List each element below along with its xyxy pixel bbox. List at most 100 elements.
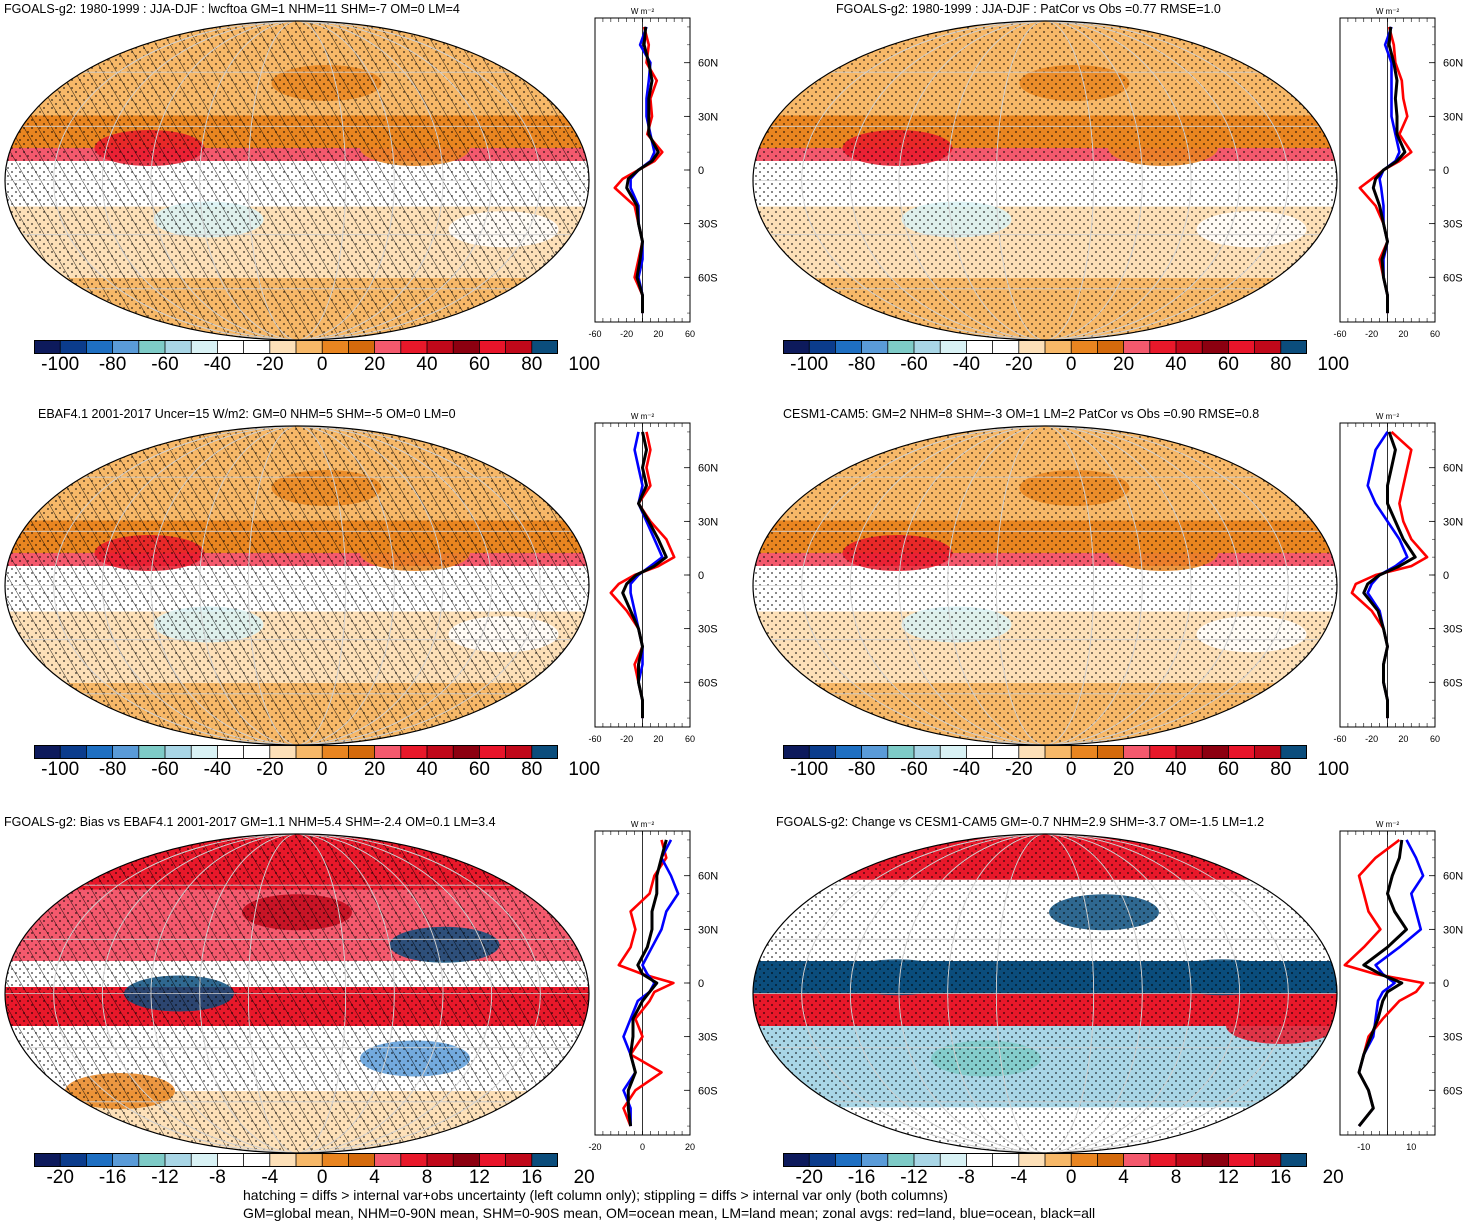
zonal-x-tick-label: 0 (640, 1142, 645, 1152)
colorbar-tick-label: 12 (468, 1167, 490, 1188)
colorbar-swatch (1045, 340, 1072, 354)
zonal-unit-label: W m⁻² (1376, 820, 1400, 829)
colorbar-tick-label: 60 (468, 354, 490, 375)
graticule-lon (898, 21, 1192, 340)
zonal-lat-label: 60N (698, 463, 718, 475)
colorbar-swatch (1176, 1153, 1203, 1167)
graticule-lon (801, 21, 1289, 340)
colorbar-swatch (914, 1153, 941, 1167)
graticule-lon (947, 426, 1143, 745)
graticule-lon (199, 21, 395, 340)
colorbar-swatch (374, 745, 402, 759)
colorbar-tick-label: 12 (1217, 1167, 1239, 1188)
panel-4-map (752, 425, 1338, 746)
colorbar-tick-label: -60 (151, 759, 179, 780)
colorbar-swatch (296, 745, 323, 759)
colorbar-tick-label: 20 (1113, 354, 1135, 375)
colorbar-swatch (914, 340, 941, 354)
colorbar-tick-label: 0 (316, 759, 328, 780)
colorbar-tick-label: -20 (795, 1167, 823, 1188)
graticule-lon (801, 834, 1289, 1153)
zonal-lat-label: 30S (698, 219, 718, 231)
colorbar-swatch (165, 340, 192, 354)
colorbar-swatch (348, 1153, 375, 1167)
colorbar-swatch (1123, 340, 1151, 354)
colorbar-swatch (112, 1153, 140, 1167)
colorbar-tick-label: -4 (1010, 1167, 1028, 1188)
colorbar-swatch (60, 745, 87, 759)
graticule-lon (849, 426, 1241, 745)
zonal-lat-label: 0 (698, 978, 704, 990)
zonal-series-black (1362, 431, 1417, 719)
colorbar-tick-label: 40 (1165, 759, 1187, 780)
zonal-lat-label: 60S (1443, 677, 1463, 689)
colorbar-tick-label: -8 (208, 1167, 226, 1188)
panel-6-zonal-plot: W m⁻² -10 10 60N 30N 0 30S 60S (1339, 820, 1463, 1152)
graticule-lon (199, 834, 395, 1153)
colorbar-swatch (348, 340, 375, 354)
colorbar-swatch (1018, 1153, 1046, 1167)
colorbar-swatch (809, 340, 836, 354)
colorbar-swatch (1071, 745, 1098, 759)
zonal-x-tick-label: -60 (588, 734, 601, 744)
colorbar-swatch (86, 340, 113, 354)
zonal-lat-label: 30N (698, 111, 718, 123)
colorbar-tick-label: 0 (1065, 759, 1077, 780)
panel-1-zonal-plot: W m⁻² -60 -20 20 60 60N 30N 0 30S 60S (588, 7, 718, 339)
colorbar-swatch (243, 1153, 271, 1167)
zonal-series-red (617, 839, 675, 1127)
zonal-lat-label: 30N (1443, 111, 1463, 123)
colorbar-swatch (1176, 340, 1203, 354)
zonal-lat-label: 30N (1443, 924, 1463, 936)
zonal-x-tick-label: 60 (685, 734, 695, 744)
panel-2-zonal-plot: W m⁻² -60 -20 20 60 60N 30N 0 30S 60S (1333, 7, 1463, 339)
colorbar-swatch (86, 745, 113, 759)
colorbar-tick-label: -40 (952, 759, 981, 780)
colorbar-tick-label: 100 (568, 354, 601, 375)
colorbar-swatch (531, 745, 558, 759)
colorbar-swatch (505, 745, 533, 759)
zonal-x-tick-label: 60 (1430, 734, 1440, 744)
graticule-lon (849, 21, 1241, 340)
colorbar-tick-label: -100 (790, 759, 829, 780)
graticule-lon (101, 21, 493, 340)
colorbar-swatch (191, 745, 218, 759)
zonal-x-tick-label: 60 (1430, 329, 1440, 339)
colorbar-swatch (479, 745, 506, 759)
colorbar-swatch (138, 1153, 166, 1167)
colorbar-tick-label: 0 (316, 354, 328, 375)
colorbar-tick-label: 20 (1322, 1167, 1344, 1188)
colorbar-swatch (1202, 340, 1229, 354)
colorbar-swatch (453, 340, 480, 354)
colorbar-tick-label: -4 (261, 1167, 279, 1188)
colorbar-swatch (1254, 340, 1282, 354)
colorbar-swatch (34, 340, 61, 354)
zonal-lat-label: 30S (698, 1032, 718, 1044)
colorbar-swatch (1071, 340, 1098, 354)
colorbar-tick-label: -60 (900, 759, 928, 780)
panel-3-colorbar-labels: -100 -80 -60 -40 -20 0 20 40 60 80 100 (34, 759, 600, 783)
panel-6-colorbar (783, 1153, 1307, 1167)
colorbar-swatch (427, 340, 454, 354)
colorbar-swatch (374, 1153, 402, 1167)
footer-line-2: GM=global mean, NHM=0-90N mean, SHM=0-90… (243, 1205, 1096, 1221)
colorbar-swatch (138, 745, 166, 759)
colorbar-tick-label: 20 (364, 759, 386, 780)
colorbar-swatch (296, 1153, 323, 1167)
colorbar-swatch (138, 340, 166, 354)
zonal-lat-label: 0 (698, 570, 704, 582)
colorbar-swatch (505, 340, 533, 354)
colorbar-swatch (1228, 340, 1255, 354)
zonal-x-tick-label: -20 (1365, 734, 1378, 744)
panel-2-colorbar-labels: -100 -80 -60 -40 -20 0 20 40 60 80 100 (783, 354, 1349, 378)
panel-4-colorbar (783, 745, 1307, 759)
colorbar-swatch (887, 340, 915, 354)
colorbar-swatch (1149, 1153, 1177, 1167)
colorbar-tick-label: -80 (847, 759, 876, 780)
colorbar-swatch (914, 745, 941, 759)
colorbar-swatch (191, 340, 218, 354)
graticule-lon (150, 426, 444, 745)
colorbar-swatch (1176, 745, 1203, 759)
colorbar-tick-label: 100 (568, 759, 601, 780)
colorbar-tick-label: -80 (847, 354, 876, 375)
